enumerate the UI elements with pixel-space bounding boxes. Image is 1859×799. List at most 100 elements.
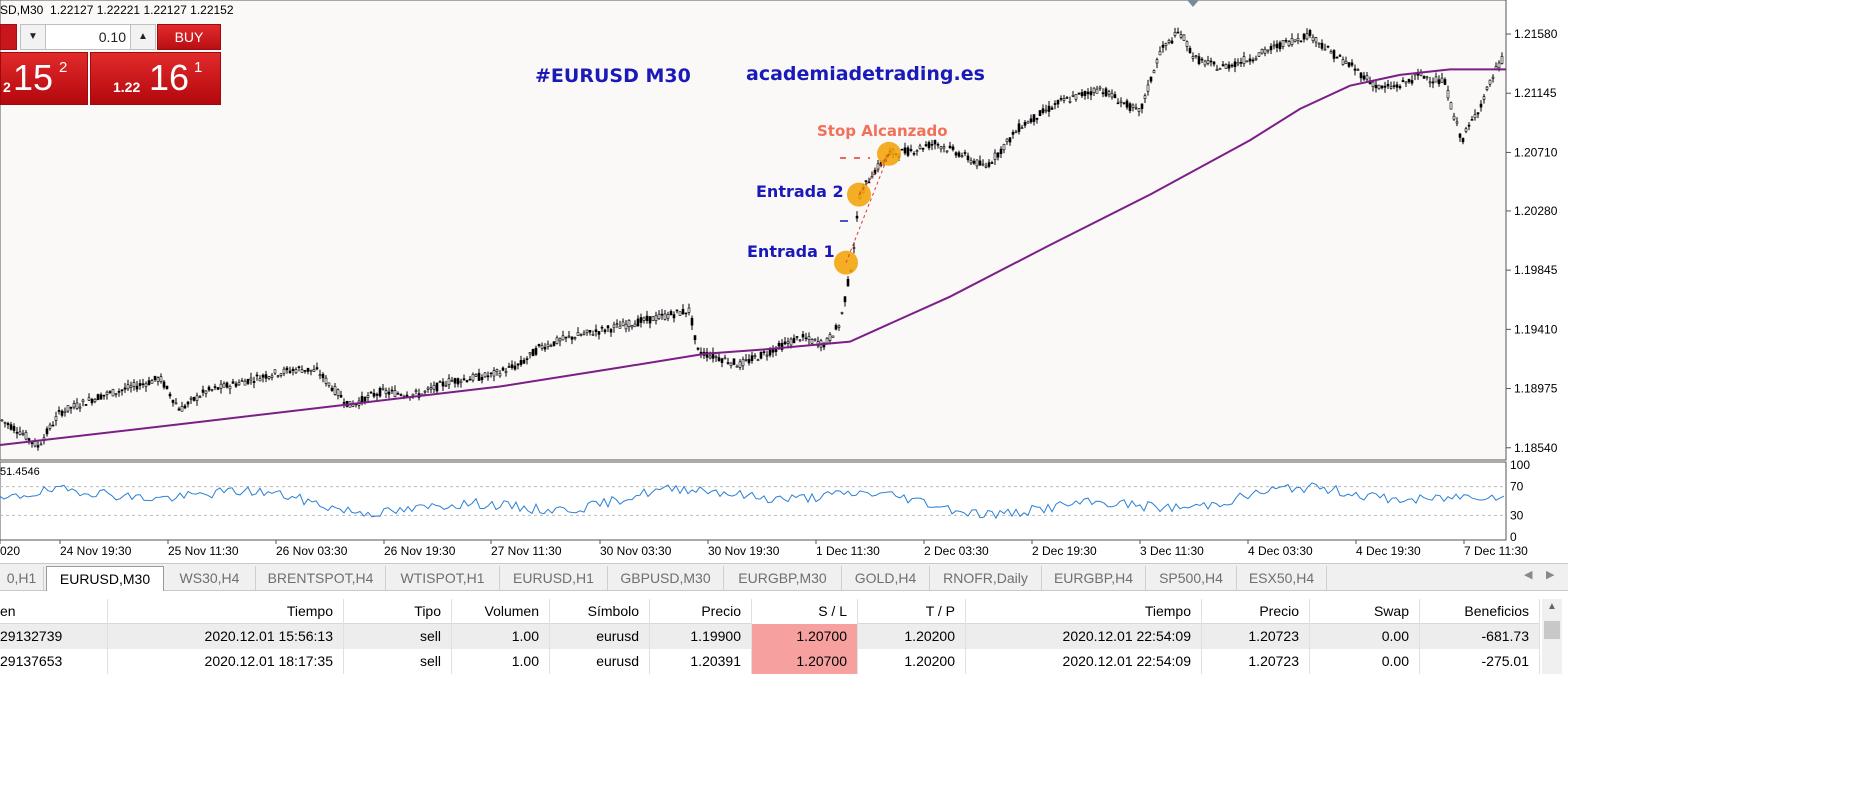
chart-tab[interactable]: BRENTSPOT,H4 bbox=[256, 566, 386, 590]
candle-body bbox=[1386, 83, 1390, 87]
candle-body bbox=[1344, 60, 1348, 64]
candle-body bbox=[954, 152, 958, 156]
candle-body bbox=[81, 399, 85, 402]
candle-body bbox=[801, 334, 805, 338]
chart-canvas[interactable]: #EURUSD M30 academiadetrading.es Stop Alca… bbox=[0, 0, 1568, 562]
candle-body bbox=[933, 140, 937, 145]
column-header[interactable]: T / P bbox=[858, 599, 966, 624]
chart-tab[interactable]: EURGBP,H4 bbox=[1042, 566, 1146, 590]
candle-body bbox=[135, 385, 139, 390]
table-row[interactable]: 29137653 2020.12.01 18:17:35 sell 1.00 eurus… bbox=[0, 649, 1540, 674]
tabs-scroll-left-icon[interactable]: ◀ bbox=[1524, 569, 1533, 581]
candle-body bbox=[228, 386, 232, 390]
column-header[interactable]: Swap bbox=[1310, 599, 1420, 624]
candle-body bbox=[951, 146, 955, 150]
candle-body bbox=[393, 390, 397, 398]
table-cell: 2020.12.01 15:56:13 bbox=[108, 624, 344, 649]
table-row[interactable]: 29132739 2020.12.01 15:56:13 sell 1.00 eurus… bbox=[0, 624, 1540, 649]
chart-tab[interactable]: 0,H1 bbox=[0, 566, 44, 590]
candle-body bbox=[1041, 108, 1045, 113]
candle-body bbox=[150, 380, 154, 384]
candle-body bbox=[837, 325, 841, 328]
candle-body bbox=[102, 394, 106, 397]
candle-body bbox=[924, 144, 928, 147]
candle-body bbox=[660, 313, 664, 316]
candle-body bbox=[1020, 127, 1024, 130]
column-header[interactable]: Beneficios bbox=[1420, 599, 1540, 624]
candle-body bbox=[462, 378, 466, 381]
candle-body bbox=[1428, 81, 1432, 84]
candle-body bbox=[618, 325, 622, 329]
chart-tab[interactable]: EURUSD,H1 bbox=[500, 566, 608, 590]
chart-tab[interactable]: SP500,H4 bbox=[1146, 566, 1237, 590]
table-scrollbar[interactable]: ▲ bbox=[1542, 599, 1562, 674]
candle-body bbox=[1110, 93, 1114, 98]
price-tick-label: 1.20280 bbox=[1514, 204, 1558, 218]
chart-tab[interactable]: GBPUSD,M30 bbox=[608, 566, 724, 590]
chart-tab[interactable]: WTISPOT,H1 bbox=[386, 566, 500, 590]
candle-body bbox=[1326, 45, 1330, 48]
candle-body bbox=[630, 325, 634, 328]
candle-body bbox=[684, 312, 688, 315]
volume-decrease-button[interactable]: ▼ bbox=[20, 24, 46, 50]
website-annotation: academiadetrading.es bbox=[746, 63, 985, 85]
candle-body bbox=[1341, 59, 1345, 65]
rsi-level-label: 30 bbox=[1510, 508, 1524, 522]
candle-body bbox=[1254, 58, 1258, 61]
candle-body bbox=[1329, 51, 1333, 54]
candle-body bbox=[12, 426, 16, 431]
sell-quote-button[interactable]: 2 15 2 bbox=[0, 52, 88, 105]
candle-body bbox=[24, 432, 28, 440]
chart-tab[interactable]: EURGBP,M30 bbox=[724, 566, 842, 590]
chart-tab[interactable]: EURUSD,M30 bbox=[46, 566, 164, 591]
candle-body bbox=[36, 445, 40, 448]
candle-body bbox=[1407, 79, 1411, 83]
candle-body bbox=[360, 396, 364, 403]
column-header[interactable]: Tiempo bbox=[108, 599, 344, 624]
column-header[interactable]: Símbolo bbox=[550, 599, 650, 624]
buy-quote-button[interactable]: 1.22 16 1 bbox=[90, 52, 221, 105]
candle-body bbox=[1053, 103, 1057, 105]
chart-tab[interactable]: GOLD,H4 bbox=[842, 566, 930, 590]
candle-body bbox=[1395, 84, 1399, 88]
candle-body bbox=[945, 150, 949, 153]
candle-body bbox=[306, 367, 310, 372]
column-header[interactable]: S / L bbox=[752, 599, 858, 624]
candle-body bbox=[1308, 30, 1312, 36]
buy-button[interactable]: BUY bbox=[157, 24, 221, 50]
candle-body bbox=[1161, 44, 1165, 48]
column-header[interactable]: Volumen bbox=[452, 599, 550, 624]
column-header[interactable]: Tipo bbox=[344, 599, 452, 624]
candle-body bbox=[1290, 38, 1294, 45]
column-header[interactable]: en bbox=[0, 599, 108, 624]
candle-body bbox=[621, 321, 625, 327]
volume-input[interactable]: 0.10 bbox=[46, 24, 130, 50]
table-cell: 1.20723 bbox=[1202, 624, 1310, 649]
table-cell: 1.20700 bbox=[752, 624, 858, 649]
tabs-scroll-right-icon[interactable]: ▶ bbox=[1546, 569, 1555, 581]
time-tick-label: 7 Dec 11:30 bbox=[1464, 544, 1528, 558]
chart-tab[interactable]: ESX50,H4 bbox=[1237, 566, 1327, 590]
candle-body bbox=[336, 389, 340, 396]
candle-body bbox=[1239, 62, 1243, 64]
candle-body bbox=[78, 406, 82, 409]
price-chart[interactable]: #EURUSD M30 academiadetrading.es Stop Alca… bbox=[0, 0, 1568, 562]
column-header[interactable]: Tiempo bbox=[966, 599, 1202, 624]
time-tick-label: 4 Dec 03:30 bbox=[1248, 544, 1313, 558]
scrollbar-thumb[interactable] bbox=[1544, 621, 1560, 639]
candle-body bbox=[786, 341, 790, 344]
volume-increase-button[interactable]: ▲ bbox=[130, 24, 156, 50]
sell-button[interactable] bbox=[0, 24, 17, 50]
candle-body bbox=[66, 405, 70, 412]
candle-body bbox=[1350, 62, 1354, 66]
column-header[interactable]: Precio bbox=[650, 599, 752, 624]
candle-body bbox=[798, 339, 802, 342]
candle-body bbox=[1059, 98, 1063, 100]
candle-body bbox=[1221, 64, 1225, 66]
column-header[interactable]: Precio bbox=[1202, 599, 1310, 624]
scroll-up-icon[interactable]: ▲ bbox=[1547, 601, 1557, 612]
candle-body bbox=[999, 148, 1003, 154]
chart-tab[interactable]: RNOFR,Daily bbox=[930, 566, 1042, 590]
chart-tab[interactable]: WS30,H4 bbox=[164, 566, 256, 590]
time-tick-label: 25 Nov 11:30 bbox=[168, 544, 239, 558]
